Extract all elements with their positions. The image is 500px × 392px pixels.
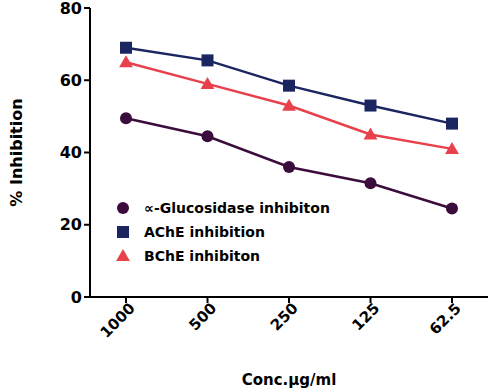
svg-text:0: 0 (71, 288, 82, 307)
svg-text:% Inhibition: % Inhibition (8, 98, 26, 206)
svg-text:1000: 1000 (96, 299, 138, 341)
html-text:AChE inhibition: AChE inhibition (144, 224, 265, 240)
svg-text:80: 80 (60, 0, 82, 18)
svg-text:40: 40 (60, 143, 82, 162)
svg-text:60: 60 (60, 71, 82, 90)
svg-text:62.5: 62.5 (426, 299, 465, 338)
html-text:BChE inhibiton: BChE inhibiton (144, 248, 260, 264)
svg-text:125: 125 (348, 299, 383, 334)
svg-text:500: 500 (185, 299, 220, 334)
svg-text:20: 20 (60, 215, 82, 234)
html-text:∝-Glucosidase inhibiton: ∝-Glucosidase inhibiton (144, 200, 330, 216)
svg-text:250: 250 (267, 299, 302, 334)
svg-text:Conc.µg/ml: Conc.µg/ml (242, 371, 337, 389)
